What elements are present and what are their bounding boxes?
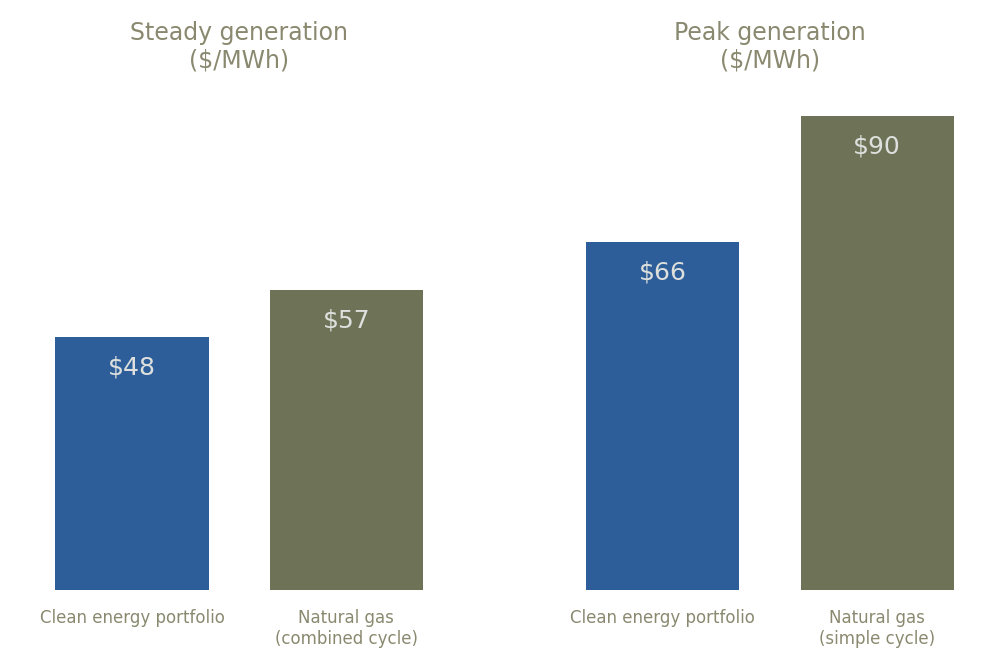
- Bar: [270, 290, 423, 590]
- Text: $48: $48: [108, 355, 156, 379]
- Text: $57: $57: [323, 308, 370, 332]
- Text: $90: $90: [853, 134, 901, 158]
- Bar: [55, 337, 209, 590]
- Bar: [801, 116, 954, 590]
- Text: $66: $66: [639, 261, 687, 284]
- Text: Steady generation
($/MWh): Steady generation ($/MWh): [130, 21, 348, 73]
- Text: Peak generation
($/MWh): Peak generation ($/MWh): [674, 21, 866, 73]
- Bar: [586, 242, 739, 590]
